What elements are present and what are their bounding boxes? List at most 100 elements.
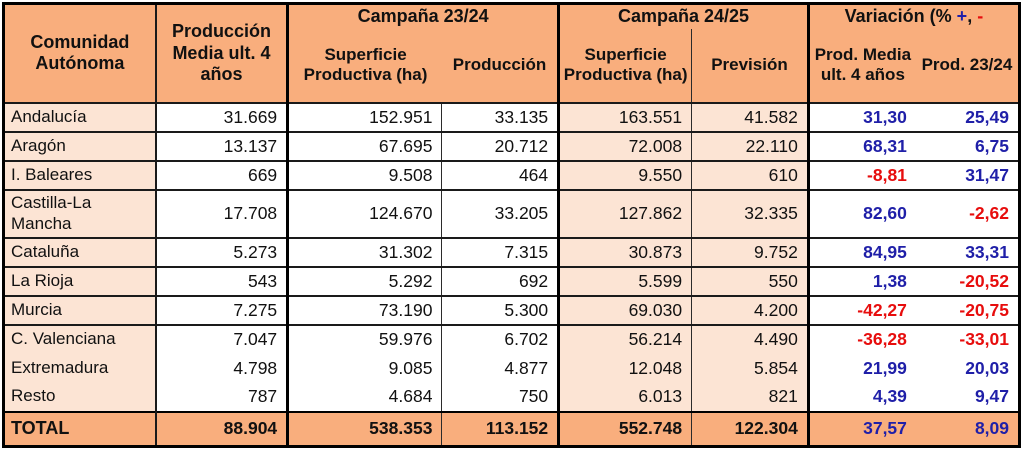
prevision-total: 122.304 [691, 410, 809, 447]
superficie-24-25-value: 163.551 [557, 101, 692, 132]
var-prod-media-value: -42,27 [806, 294, 916, 325]
superficie-23-24-value: 9.085 [286, 353, 442, 383]
total-label-cell: TOTAL [3, 410, 156, 447]
prod-media-value: 7.275 [154, 294, 288, 325]
production-table: Comunidad Autónoma Producción Media ult.… [2, 2, 1021, 448]
produccion-23-24-value: 33.205 [441, 188, 559, 238]
community-name-cell: Resto [3, 382, 156, 412]
superficie-24-25-value: 56.214 [557, 323, 692, 354]
prod-media-value: 669 [154, 159, 288, 190]
var-prod-23-24-value: 31,47 [915, 159, 1020, 190]
header-var-prod-media: Prod. Media ult. 4 años [806, 28, 916, 103]
community-name-cell: Castilla-La Mancha [3, 188, 156, 238]
table-row: C. Valenciana 7.047 59.976 6.702 56.214 … [3, 323, 1020, 354]
prevision-value: 22.110 [691, 130, 809, 161]
superficie-24-25-total: 552.748 [557, 410, 692, 447]
prevision-value: 610 [691, 159, 809, 190]
superficie-24-25-value: 6.013 [557, 382, 692, 412]
header-subcolumn-row: Superficie Productiva (ha) Producción Su… [4, 28, 1020, 103]
produccion-23-24-total: 113.152 [441, 410, 559, 447]
superficie-24-25-value: 69.030 [557, 294, 692, 325]
prod-media-value: 31.669 [154, 101, 288, 132]
var-prod-23-24-value: 33,31 [915, 236, 1020, 267]
community-name-cell: Cataluña [3, 236, 156, 267]
superficie-23-24-value: 4.684 [286, 382, 442, 412]
produccion-23-24-value: 5.300 [441, 294, 559, 325]
header-var-prod-23-24: Prod. 23/24 [915, 28, 1020, 103]
community-name-cell: C. Valenciana [3, 323, 156, 354]
prevision-value: 550 [691, 265, 809, 296]
prod-media-value: 4.798 [154, 353, 288, 383]
var-prod-media-value: 82,60 [806, 188, 916, 238]
table-row: Murcia 7.275 73.190 5.300 69.030 4.200 -… [3, 294, 1020, 325]
produccion-23-24-value: 20.712 [441, 130, 559, 161]
superficie-24-25-value: 127.862 [557, 188, 692, 238]
table-row: Cataluña 5.273 31.302 7.315 30.873 9.752… [3, 236, 1020, 267]
superficie-24-25-value: 12.048 [557, 353, 692, 383]
superficie-23-24-value: 5.292 [286, 265, 442, 296]
prod-media-value: 17.708 [154, 188, 288, 238]
header-group-row: Comunidad Autónoma Producción Media ult.… [3, 3, 1020, 103]
superficie-23-24-value: 73.190 [286, 294, 442, 325]
prod-media-value: 7.047 [154, 323, 288, 354]
superficie-23-24-value: 59.976 [286, 323, 442, 354]
prevision-value: 9.752 [691, 236, 809, 267]
community-name-cell: I. Baleares [3, 159, 156, 190]
var-prod-23-24-value: 20,03 [915, 353, 1020, 383]
prevision-value: 4.490 [691, 323, 809, 354]
prevision-value: 821 [691, 382, 809, 412]
var-prod-media-value: 21,99 [806, 353, 916, 383]
table-body: Andalucía 31.669 152.951 33.135 163.551 … [3, 101, 1020, 447]
header-variacion: Variación (% +, - [806, 3, 1020, 29]
minus-sign: - [977, 6, 984, 27]
table-row: Andalucía 31.669 152.951 33.135 163.551 … [3, 101, 1020, 132]
prevision-value: 32.335 [691, 188, 809, 238]
var-prod-media-value: 68,31 [806, 130, 916, 161]
superficie-24-25-value: 9.550 [557, 159, 692, 190]
var-prod-media-value: 4,39 [806, 382, 916, 412]
produccion-23-24-value: 692 [441, 265, 559, 296]
header-superficie-productiva-23-24: Superficie Productiva (ha) [286, 28, 442, 103]
community-name-cell: La Rioja [3, 265, 156, 296]
header-comunidad-autonoma: Comunidad Autónoma [3, 3, 156, 103]
produccion-23-24-value: 750 [441, 382, 559, 412]
superficie-23-24-total: 538.353 [286, 410, 442, 447]
plus-sign: + [956, 6, 968, 27]
superficie-23-24-value: 124.670 [286, 188, 442, 238]
var-prod-23-24-value: -2,62 [915, 188, 1020, 238]
header-superficie-productiva-24-25: Superficie Productiva (ha) [557, 28, 692, 103]
prevision-value: 4.200 [691, 294, 809, 325]
superficie-24-25-value: 5.599 [557, 265, 692, 296]
var-prod-23-24-total: 8,09 [915, 410, 1020, 447]
superficie-23-24-value: 152.951 [286, 101, 442, 132]
community-name-cell: Extremadura [3, 353, 156, 383]
produccion-23-24-value: 464 [441, 159, 559, 190]
var-prod-23-24-value: -20,52 [915, 265, 1020, 296]
produccion-23-24-value: 4.877 [441, 353, 559, 383]
var-prod-media-value: -36,28 [806, 323, 916, 354]
community-name-cell: Andalucía [3, 101, 156, 132]
superficie-23-24-value: 9.508 [286, 159, 442, 190]
community-name-cell: Murcia [3, 294, 156, 325]
header-prevision: Previsión [691, 28, 809, 103]
superficie-23-24-value: 31.302 [286, 236, 442, 267]
var-prod-23-24-value: -20,75 [915, 294, 1020, 325]
total-row: TOTAL 88.904 538.353 113.152 552.748 122… [3, 410, 1020, 447]
header-campana-23-24: Campaña 23/24 [286, 3, 559, 29]
prod-media-value: 787 [154, 382, 288, 412]
superficie-23-24-value: 67.695 [286, 130, 442, 161]
var-prod-23-24-value: 6,75 [915, 130, 1020, 161]
table-row: La Rioja 543 5.292 692 5.599 550 1,38 -2… [3, 265, 1020, 296]
variacion-separator: , [967, 6, 978, 27]
table-row: Aragón 13.137 67.695 20.712 72.008 22.11… [3, 130, 1020, 161]
prod-media-total: 88.904 [154, 410, 288, 447]
prod-media-value: 13.137 [154, 130, 288, 161]
produccion-23-24-value: 33.135 [441, 101, 559, 132]
prod-media-value: 5.273 [154, 236, 288, 267]
produccion-23-24-value: 7.315 [441, 236, 559, 267]
var-prod-media-value: 84,95 [806, 236, 916, 267]
header-produccion-media: Producción Media ult. 4 años [154, 3, 288, 103]
var-prod-media-total: 37,57 [806, 410, 916, 447]
table-header: Comunidad Autónoma Producción Media ult.… [3, 3, 1020, 103]
